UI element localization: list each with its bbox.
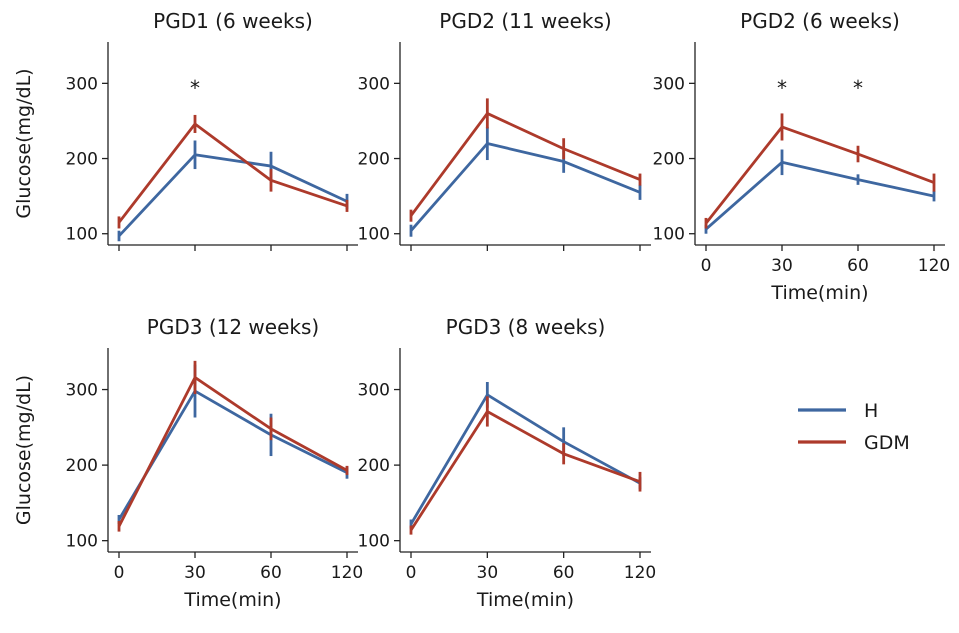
x-axis-label: Time(min) (770, 282, 868, 304)
y-tick-label: 100 (66, 532, 98, 552)
legend-label-gdm: GDM (864, 432, 910, 454)
x-tick-label: 60 (553, 563, 575, 583)
series-line-h (705, 160, 935, 231)
panel-title: PGD3 (12 weeks) (147, 315, 319, 339)
series-line-h (409, 142, 641, 232)
x-tick-label: 30 (477, 563, 499, 583)
y-tick-label: 300 (653, 74, 685, 94)
y-tick-label: 100 (358, 225, 390, 245)
significance-marker: * (190, 76, 200, 100)
series-line-gdm (409, 410, 641, 531)
series-line-gdm (117, 122, 348, 224)
x-tick-label: 120 (331, 563, 363, 583)
y-tick-label: 300 (358, 74, 390, 94)
series-line-h (409, 393, 641, 525)
panel-4: 100 200 300 0 30 60 120 PGD3 (12 weeks) Time(min… (13, 315, 363, 611)
panel-5: 100 200 300 0 30 60 120 PGD3 (8 weeks) Time(min) (358, 315, 657, 611)
y-tick-label: 200 (66, 150, 98, 170)
legend-label-h: H (864, 400, 878, 422)
x-tick-label: 120 (624, 563, 656, 583)
panel-title: PGD3 (8 weeks) (446, 315, 606, 339)
x-tick-label: 0 (114, 563, 125, 583)
panel-1: 100 200 300 PGD1 (6 weeks) Glucose(mg/dL) * (13, 9, 358, 251)
series-line-h (117, 389, 348, 521)
series-line-gdm (409, 112, 641, 217)
x-tick-label: 60 (847, 256, 869, 276)
x-tick-label: 120 (918, 256, 950, 276)
significance-marker: * (777, 76, 787, 100)
panel-title: PGD1 (6 weeks) (153, 9, 313, 33)
y-tick-label: 300 (66, 381, 98, 401)
series-line-h (117, 153, 348, 237)
x-tick-label: 0 (701, 256, 712, 276)
y-axis-label: Glucose(mg/dL) (13, 68, 35, 218)
y-tick-label: 100 (358, 532, 390, 552)
series-line-gdm (704, 125, 935, 225)
y-tick-label: 100 (66, 225, 98, 245)
y-tick-label: 200 (358, 456, 390, 476)
x-tick-label: 30 (771, 256, 793, 276)
x-tick-label: 60 (260, 563, 282, 583)
legend: H GDM (798, 400, 910, 454)
y-tick-label: 300 (358, 381, 390, 401)
significance-marker: * (853, 76, 863, 100)
x-tick-label: 0 (406, 563, 417, 583)
y-tick-label: 300 (66, 74, 98, 94)
y-tick-label: 100 (653, 225, 685, 245)
y-axis-label: Glucose(mg/dL) (13, 375, 35, 525)
x-tick-label: 30 (184, 563, 206, 583)
x-axis-label: Time(min) (183, 589, 281, 611)
panel-2: 100 200 300 PGD2 (11 weeks) (358, 9, 651, 251)
y-tick-label: 200 (358, 150, 390, 170)
panel-3: 100 200 300 0 30 60 120 PGD2 (6 weeks) Time(min)… (653, 9, 951, 304)
y-tick-label: 200 (66, 456, 98, 476)
series-line-gdm (117, 376, 348, 527)
panel-title: PGD2 (11 weeks) (439, 9, 611, 33)
panel-title: PGD2 (6 weeks) (740, 9, 900, 33)
y-tick-label: 200 (653, 150, 685, 170)
x-axis-label: Time(min) (476, 589, 574, 611)
